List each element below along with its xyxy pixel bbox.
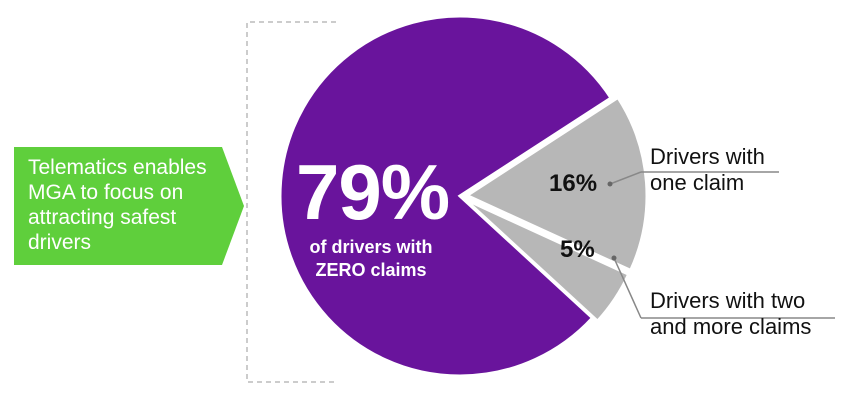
slice-label-two-claims: 5% bbox=[560, 236, 595, 263]
pie-slice-zero-claims bbox=[278, 14, 614, 378]
pie-slice-one-claim bbox=[463, 95, 649, 273]
legend-label-one-claim: Drivers with one claim bbox=[650, 144, 765, 195]
slice-label-one-claim: 16% bbox=[549, 170, 598, 197]
callout-arrow-box: Telematics enables MGA to focus on attra… bbox=[14, 147, 244, 265]
callout-text: Telematics enables MGA to focus on attra… bbox=[28, 156, 207, 254]
slice-caption-zero-claims: of drivers with ZERO claims bbox=[309, 237, 433, 280]
callout-arrow-shape bbox=[14, 147, 244, 265]
legend-label-two-claims: Drivers with two and more claims bbox=[650, 288, 812, 339]
leader-line-one-claim bbox=[607, 171, 779, 187]
leader-line-two-claims bbox=[611, 255, 835, 319]
pie-slice-two-claims bbox=[463, 197, 631, 324]
slice-label-zero-claims: 79% bbox=[296, 148, 450, 236]
